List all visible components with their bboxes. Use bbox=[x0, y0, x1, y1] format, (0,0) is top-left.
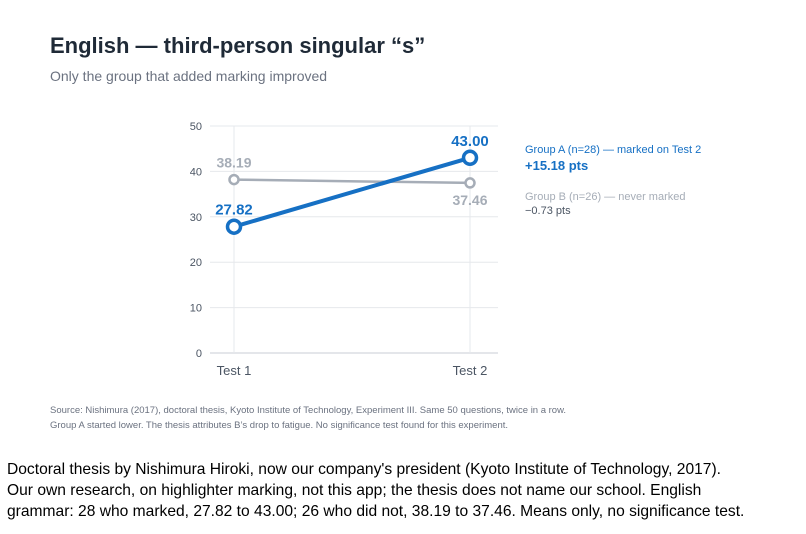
y-tick-label: 10 bbox=[190, 303, 202, 315]
y-tick-label: 50 bbox=[190, 121, 202, 133]
data-point-group-a bbox=[225, 218, 243, 235]
x-tick-label: Test 2 bbox=[453, 363, 488, 378]
legend-group-b-delta: −0.73 pts bbox=[525, 205, 571, 217]
x-tick-label: Test 1 bbox=[217, 363, 252, 378]
source-note-line-2: Group A started lower. The thesis attrib… bbox=[50, 420, 509, 431]
data-label-group-b: 37.46 bbox=[452, 192, 487, 208]
legend-group-b-name: Group B (n=26) — never marked bbox=[525, 191, 686, 203]
y-tick-label: 40 bbox=[190, 166, 202, 178]
y-tick-label: 30 bbox=[190, 212, 202, 224]
data-point-group-b bbox=[464, 177, 476, 189]
data-label-group-a: 27.82 bbox=[215, 202, 253, 219]
caption: Doctoral thesis by Nishimura Hiroki, now… bbox=[7, 459, 802, 522]
caption-line-1: Doctoral thesis by Nishimura Hiroki, now… bbox=[7, 461, 721, 478]
legend-group-a-name: Group A (n=28) — marked on Test 2 bbox=[525, 144, 702, 156]
chart-subtitle: Only the group that added marking improv… bbox=[50, 68, 328, 84]
data-label-group-a: 43.00 bbox=[451, 133, 489, 150]
chart-title: English — third-person singular “s” bbox=[50, 33, 426, 58]
legend-group-a-delta: +15.18 pts bbox=[525, 158, 589, 173]
caption-line-3: grammar: 28 who marked, 27.82 to 43.00; … bbox=[7, 503, 745, 520]
data-point-group-b bbox=[228, 173, 240, 186]
series-line-group-b bbox=[232, 178, 472, 185]
caption-line-2: Our own research, on highlighter marking… bbox=[7, 482, 702, 499]
source-note-line-1: Source: Nishimura (2017), doctoral thesi… bbox=[50, 405, 567, 416]
y-tick-label: 20 bbox=[190, 257, 202, 269]
y-tick-label: 0 bbox=[196, 348, 202, 360]
data-label-group-b: 38.19 bbox=[216, 155, 251, 171]
data-point-group-a bbox=[461, 149, 479, 167]
series-line-group-a bbox=[232, 155, 472, 229]
